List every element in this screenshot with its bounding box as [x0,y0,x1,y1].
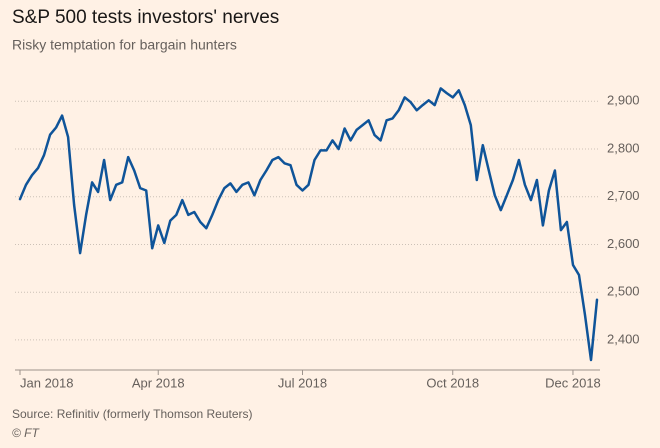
x-tick-label: Jan 2018 [20,375,74,390]
source: Source: Refinitiv (formerly Thomson Reut… [12,407,253,421]
x-tick-label: Dec 2018 [545,375,601,390]
chart-subtitle: Risky temptation for bargain hunters [12,37,237,53]
y-tick-label: 2,500 [607,284,640,299]
y-tick-label: 2,900 [607,93,640,108]
chart-title: S&P 500 tests investors' nerves [12,7,279,28]
x-tick-label: Jul 2018 [278,375,327,390]
price-line [18,87,599,362]
y-tick-label: 2,700 [607,188,640,203]
y-tick-label: 2,800 [607,140,640,155]
x-tick-label: Apr 2018 [132,375,185,390]
y-tick-label: 2,600 [607,236,640,251]
credit: © FT [12,426,41,440]
y-tick-label: 2,400 [607,331,640,346]
x-tick-label: Oct 2018 [426,375,479,390]
